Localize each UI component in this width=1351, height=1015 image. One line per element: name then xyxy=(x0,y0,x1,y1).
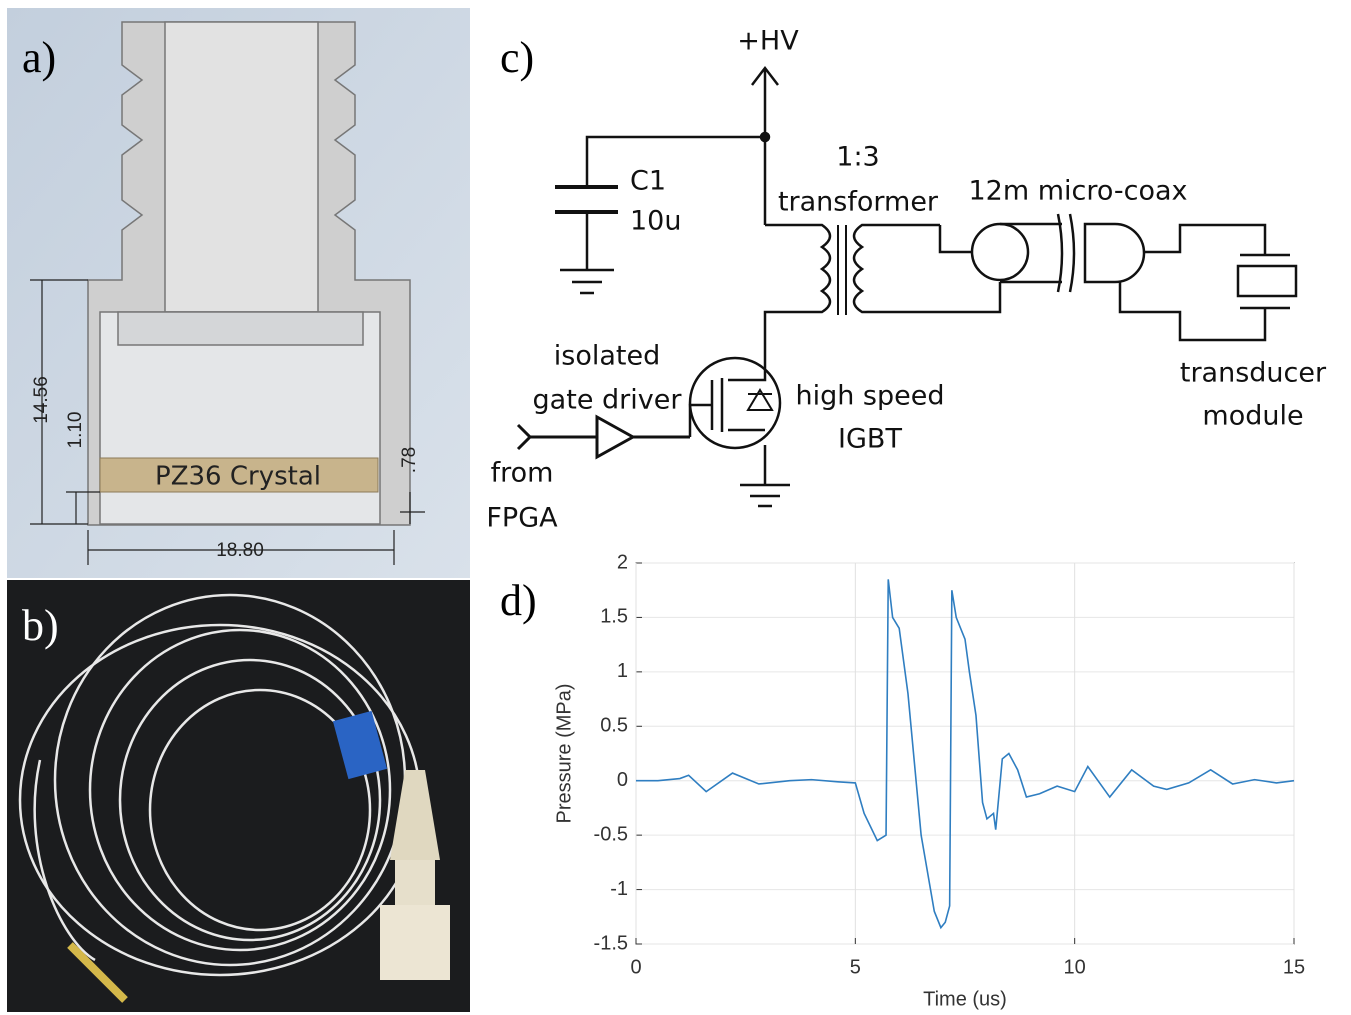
connector xyxy=(67,942,128,1003)
cap-value: 10u xyxy=(630,206,681,237)
panel-label: d) xyxy=(500,576,537,625)
dimension-lines xyxy=(30,279,425,565)
cable-label: 12m micro-coax xyxy=(968,176,1187,207)
x-axis-label: Time (us) xyxy=(923,988,1007,1010)
input-label: FPGA xyxy=(486,503,558,534)
load-label: transducer xyxy=(1180,358,1327,389)
transducer-neck xyxy=(395,860,435,905)
dim-crystal: .78 xyxy=(399,447,420,473)
panel-label: b) xyxy=(22,601,59,650)
x-tick-label: 15 xyxy=(1283,956,1305,978)
driver-label: isolated xyxy=(554,341,660,372)
dim-height: 14.56 xyxy=(31,376,52,424)
x-tick-label: 0 xyxy=(630,956,641,978)
y-tick-label: -0.5 xyxy=(594,823,628,845)
y-tick-label: 1 xyxy=(617,660,628,682)
switch-label: IGBT xyxy=(838,424,902,455)
strain-relief xyxy=(390,770,440,860)
cap-name: C1 xyxy=(630,166,666,197)
y-axis-label: Pressure (MPa) xyxy=(553,683,575,823)
y-tick-label: 2 xyxy=(617,551,628,573)
load-label: module xyxy=(1202,401,1303,432)
crystal-label: PZ36 Crystal xyxy=(155,462,321,492)
y-tick-label: 0.5 xyxy=(600,715,628,737)
x-tick-label: 5 xyxy=(850,956,861,978)
y-tick-label: -1.5 xyxy=(594,932,628,954)
supply-label: +HV xyxy=(737,26,799,57)
dim-width: 18.80 xyxy=(216,540,264,561)
panel-label: c) xyxy=(500,33,534,82)
input-label: from xyxy=(491,458,554,489)
y-tick-label: 0 xyxy=(617,769,628,791)
transformer-label: transformer xyxy=(778,187,939,218)
panel-label: a) xyxy=(22,33,56,82)
y-tick-label: 1.5 xyxy=(600,606,628,628)
ratio-label: 1:3 xyxy=(836,142,879,173)
x-tick-label: 10 xyxy=(1064,956,1086,978)
tape xyxy=(332,710,388,780)
data-line xyxy=(636,579,1295,930)
dim-inner: 1.10 xyxy=(65,412,86,449)
driver-label: gate driver xyxy=(533,385,683,416)
chart: -1.5 -1 -0.5 0 0.5 1 1.5 2 0 5 10 15 Time (us) Pressu… xyxy=(553,551,1305,1010)
y-tick-label: -1 xyxy=(610,878,628,900)
crystal xyxy=(99,457,379,493)
switch-label: high speed xyxy=(795,381,944,412)
plot-area xyxy=(635,562,1295,945)
transducer-body xyxy=(380,905,450,980)
circuit xyxy=(516,65,1298,508)
